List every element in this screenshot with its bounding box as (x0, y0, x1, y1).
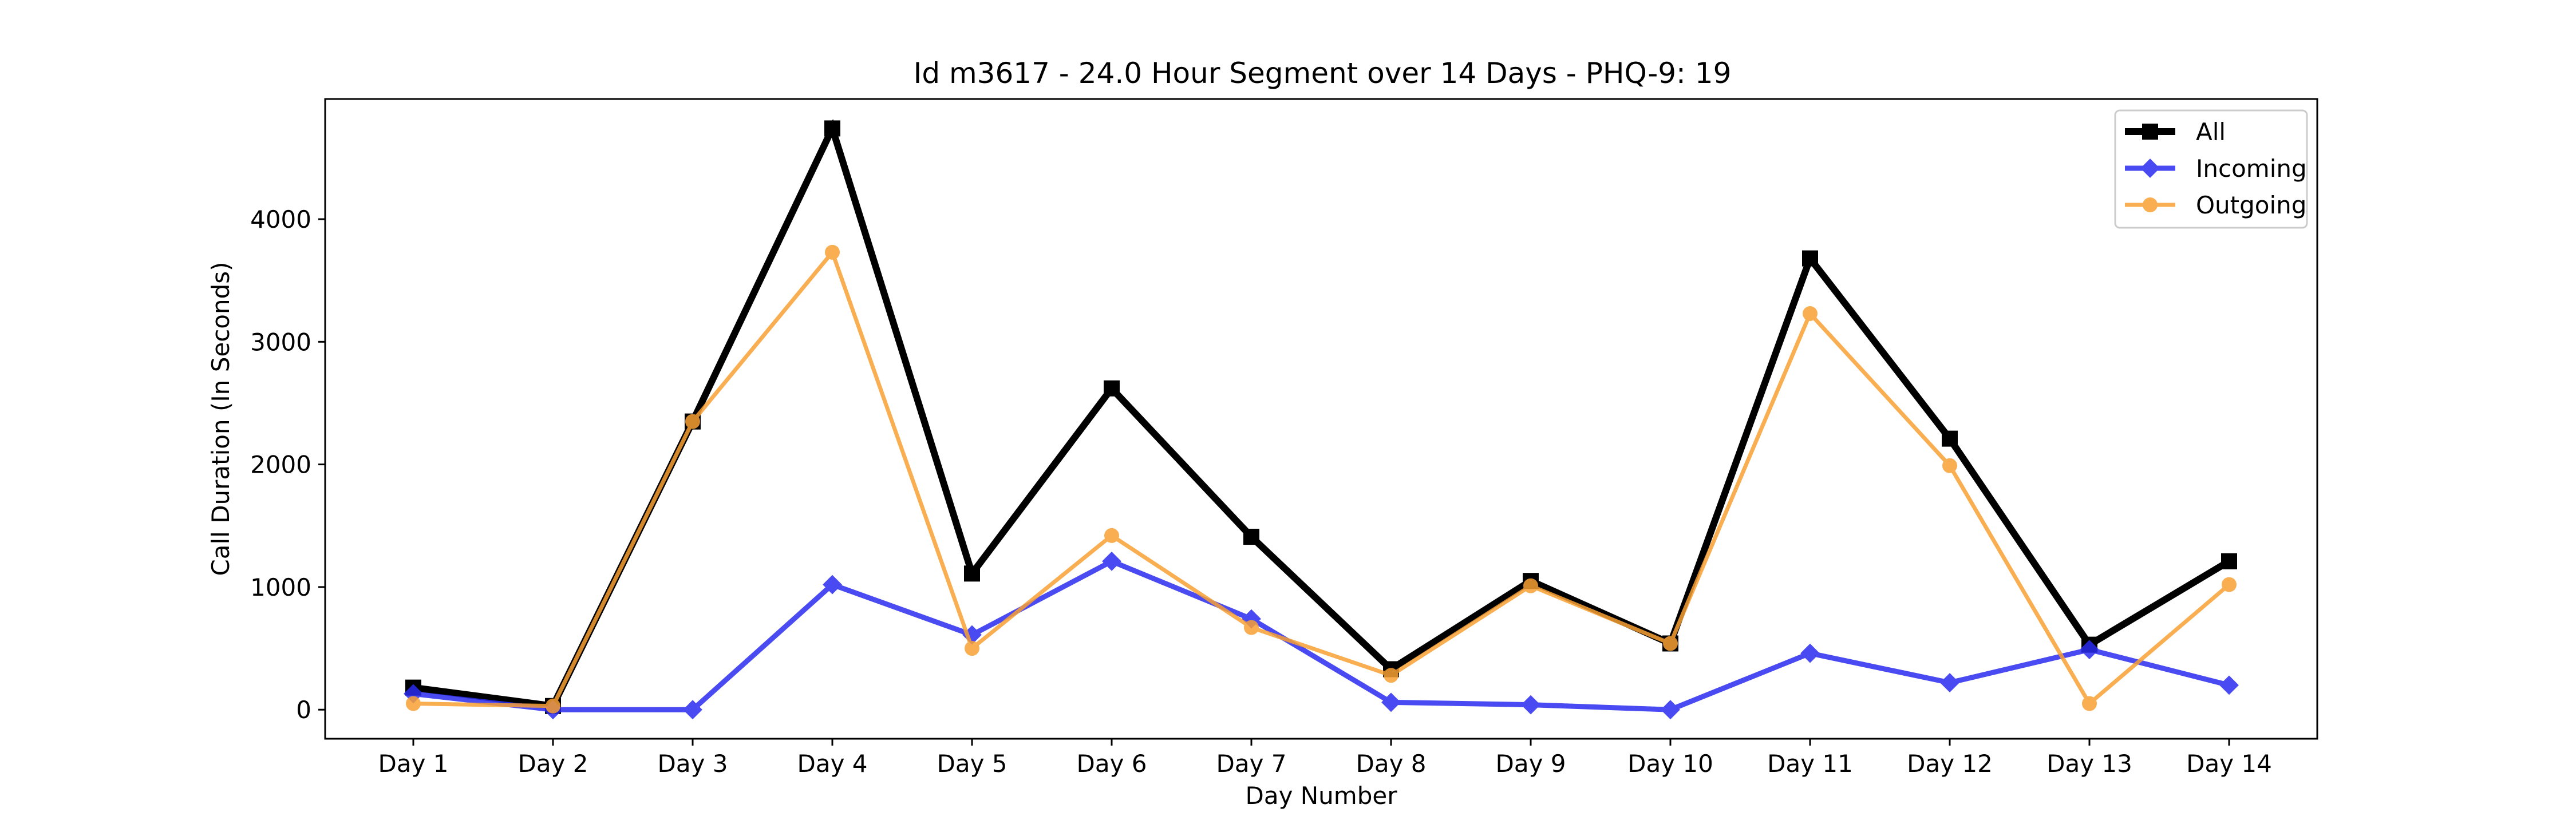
x-axis: Day 1 Day 2 Day 3 Day 4 Day 5 Day 6 Day 7 Day 8… (378, 739, 2272, 778)
data-point (825, 244, 840, 260)
data-point (824, 120, 840, 137)
y-axis-label: Call Duration (In Seconds) (207, 262, 235, 576)
data-point (1242, 609, 1261, 629)
legend-item-incoming (2125, 159, 2175, 178)
data-point (1243, 529, 1259, 545)
data-point (1942, 430, 1958, 447)
y-tick-label: 0 (296, 696, 311, 724)
data-point (2080, 640, 2099, 660)
x-axis-label: Day Number (1245, 782, 1397, 810)
x-tick-label: Day 2 (517, 750, 588, 778)
data-point (1523, 578, 1538, 593)
data-point (964, 565, 980, 582)
data-point (1104, 380, 1120, 397)
x-tick-label: Day 14 (2186, 750, 2272, 778)
data-point (1940, 673, 1959, 692)
x-tick-label: Day 10 (1627, 750, 1713, 778)
data-point (1802, 250, 1818, 267)
legend-label: Outgoing (2196, 191, 2306, 219)
series-incoming (404, 552, 2239, 720)
legend-item-all (2125, 124, 2175, 140)
data-point (1661, 700, 1680, 720)
data-point (406, 696, 421, 711)
series-line (413, 248, 2231, 708)
series-layer (404, 119, 2239, 720)
data-point (1803, 306, 1818, 322)
data-point (1104, 528, 1119, 543)
y-tick-label: 3000 (250, 328, 311, 356)
x-tick-label: Day 5 (937, 750, 1007, 778)
data-point (1521, 695, 1540, 715)
data-point (1942, 458, 1957, 473)
y-tick-label: 1000 (250, 573, 311, 601)
series-line (413, 558, 2230, 712)
data-point (2082, 696, 2097, 711)
legend-marker (2140, 159, 2160, 178)
series-all (405, 119, 2237, 714)
data-point (546, 698, 560, 714)
data-point (685, 414, 700, 429)
x-tick-label: Day 7 (1216, 750, 1286, 778)
y-tick-label: 2000 (250, 451, 311, 479)
chart-title: Id m3617 - 24.0 Hour Segment over 14 Day… (914, 57, 1732, 90)
data-point (1102, 552, 1121, 571)
y-axis: 0 1000 2000 3000 4000 (250, 205, 325, 724)
data-point (1800, 643, 1820, 663)
data-point (2221, 553, 2237, 569)
data-point (2219, 675, 2239, 695)
x-tick-label: Day 9 (1495, 750, 1566, 778)
x-tick-label: Day 3 (657, 750, 728, 778)
data-point (683, 700, 702, 720)
x-tick-label: Day 11 (1767, 750, 1853, 778)
y-tick-label: 4000 (250, 205, 311, 233)
legend-label: All (2196, 118, 2226, 146)
data-point (1663, 636, 1678, 651)
x-tick-label: Day 1 (378, 750, 448, 778)
legend-marker (2142, 124, 2158, 140)
data-point (965, 641, 979, 656)
legend-frame (2114, 109, 2308, 229)
data-point (823, 575, 842, 595)
series-outgoing (406, 244, 2237, 714)
legend-label: Incoming (2196, 154, 2307, 183)
legend: All Incoming Outgoing (2114, 109, 2308, 229)
data-point (1384, 668, 1398, 683)
data-point (1381, 692, 1401, 712)
x-tick-label: Day 13 (2046, 750, 2132, 778)
x-tick-label: Day 8 (1356, 750, 1426, 778)
data-point (2222, 577, 2237, 592)
x-tick-label: Day 12 (1907, 750, 1993, 778)
series-line (413, 119, 2231, 710)
data-point (1244, 620, 1259, 635)
plot-frame (324, 98, 2318, 740)
legend-item-outgoing (2125, 197, 2175, 212)
legend-marker (2143, 197, 2158, 212)
x-tick-label: Day 4 (797, 750, 867, 778)
x-tick-label: Day 6 (1076, 750, 1147, 778)
